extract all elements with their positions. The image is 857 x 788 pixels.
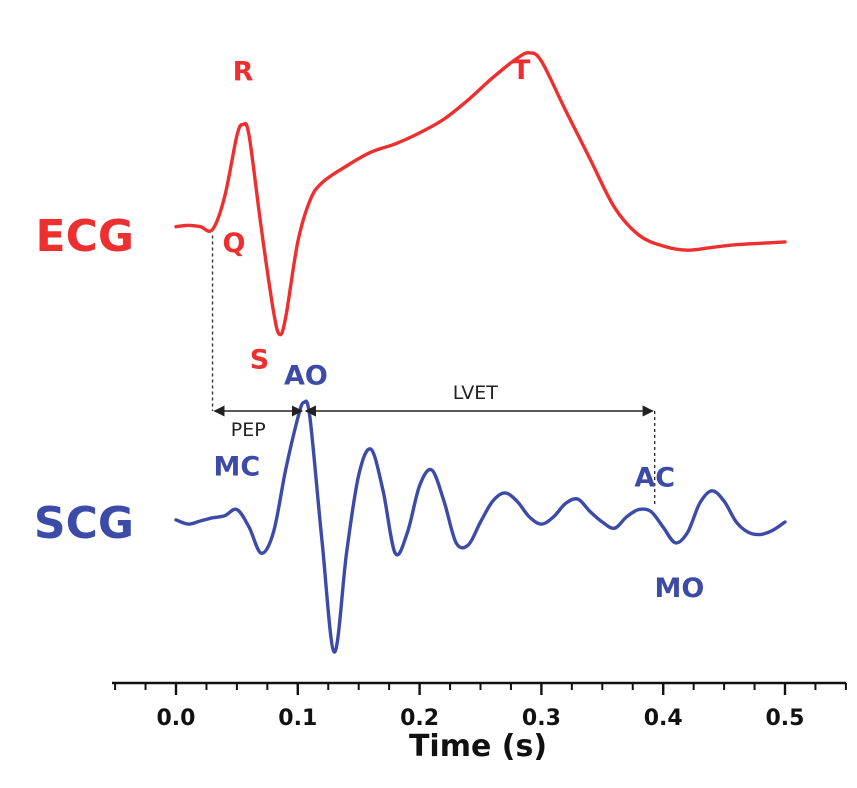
series-line-ecg [174, 51, 787, 337]
x-tick-label: 0.0 [157, 706, 196, 731]
interval-label-lvet: LVET [453, 382, 499, 404]
x-tick-label: 0.1 [278, 706, 317, 731]
interval-label-pep: PEP [231, 419, 266, 441]
annotation-mo: MO [654, 573, 704, 604]
annotation-ac: AC [634, 462, 675, 493]
annotation-q: Q [222, 228, 245, 259]
series-label-scg: SCG [34, 498, 134, 549]
annotation-s: S [250, 344, 269, 375]
annotation-t: T [512, 55, 531, 86]
x-tick-label: 0.5 [766, 706, 805, 731]
annotation-ao: AO [284, 360, 328, 391]
annotation-mc: MC [214, 452, 261, 483]
series-line-scg [174, 399, 787, 654]
annotation-r: R [233, 57, 254, 88]
x-tick-label: 0.2 [400, 706, 439, 731]
x-tick-label: 0.4 [644, 706, 683, 731]
series-label-ecg: ECG [36, 211, 134, 262]
x-tick-label: 0.3 [522, 706, 561, 731]
x-axis-title: Time (s) [409, 729, 547, 764]
